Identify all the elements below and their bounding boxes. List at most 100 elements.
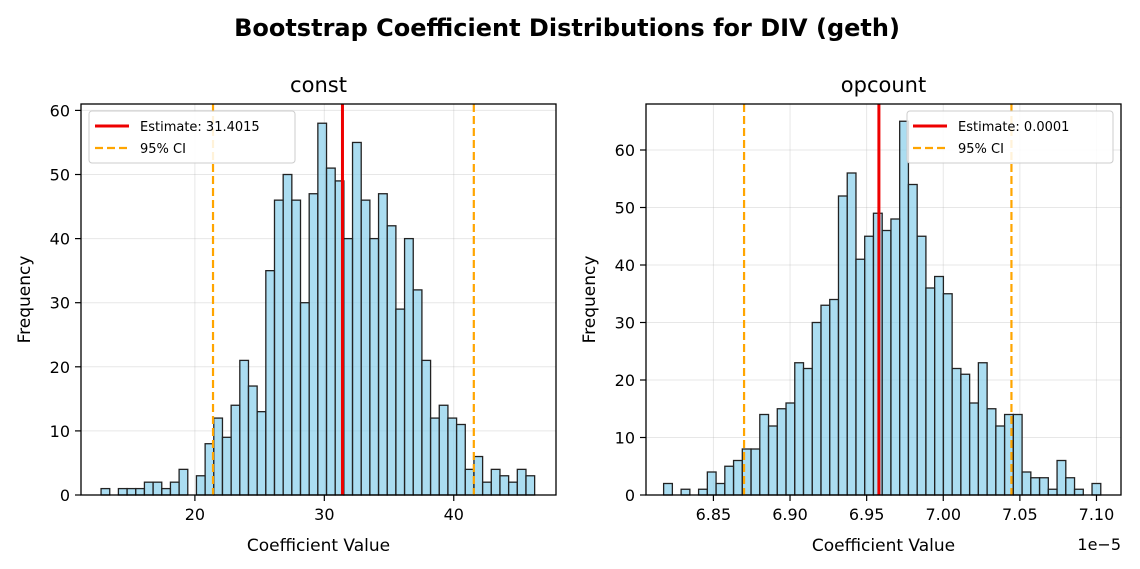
- histogram-bar: [360, 199, 371, 496]
- histogram-bar: [680, 488, 691, 496]
- histogram-bar: [455, 423, 466, 496]
- histogram-bar: [960, 373, 971, 496]
- histogram-bar: [1047, 488, 1058, 496]
- chart-const: 20 30 40 0 10 20 30 40 50 60 const Coefficient Valu…: [15, 73, 557, 556]
- histogram-bar: [846, 172, 857, 496]
- histogram-bar: [942, 293, 953, 496]
- histogram-bar: [256, 411, 267, 496]
- histogram-bar: [490, 468, 501, 496]
- histogram-bar: [759, 413, 770, 496]
- histogram-bar: [1038, 477, 1049, 496]
- histogram-bar: [1056, 459, 1067, 496]
- histogram-bar: [386, 225, 397, 496]
- histogram-bar: [890, 218, 901, 496]
- y-tick-label: 10: [50, 422, 70, 441]
- histogram-bar: [507, 481, 518, 496]
- legend-estimate-label: Estimate: 31.4015: [140, 120, 260, 135]
- histogram-bar: [213, 417, 224, 496]
- y-tick-label: 40: [50, 230, 70, 249]
- histogram-bar: [1021, 471, 1032, 496]
- legend: Estimate: 31.4015 95% CI: [88, 110, 296, 164]
- histogram-bar: [273, 199, 284, 496]
- histogram-bar: [429, 417, 440, 496]
- histogram-bar: [995, 425, 1006, 496]
- histogram-bar: [1030, 477, 1041, 496]
- histogram-bar: [161, 487, 172, 496]
- histogram-bar: [143, 481, 154, 496]
- histogram-bar: [369, 237, 380, 496]
- histogram-bar: [525, 475, 536, 496]
- legend-estimate-label: Estimate: 0.0001: [958, 120, 1069, 135]
- y-tick-label: 50: [615, 199, 635, 218]
- x-tick-label: 7.10: [1079, 505, 1115, 524]
- histogram-bar: [152, 481, 163, 496]
- x-tick-label: 6.85: [696, 505, 732, 524]
- histogram-bar: [724, 465, 735, 496]
- histogram-bar: [767, 425, 778, 496]
- x-axis-label: Coefficient Value: [812, 536, 955, 556]
- histogram-bar: [785, 402, 796, 496]
- histogram-bar: [421, 359, 432, 496]
- x-tick-label: 6.90: [772, 505, 808, 524]
- x-axis-label: Coefficient Value: [247, 536, 390, 556]
- histogram-bar: [820, 304, 831, 496]
- histogram-bar: [715, 482, 726, 496]
- figure-title: Bootstrap Coefficient Distributions for …: [234, 14, 900, 42]
- y-tick-label: 30: [50, 294, 70, 313]
- y-axis-label: Frequency: [15, 256, 35, 344]
- histogram-bar: [464, 468, 475, 496]
- histogram-bar: [925, 287, 936, 496]
- axes-frame: [645, 103, 1122, 496]
- histogram-bar: [178, 468, 189, 496]
- y-tick-label: 20: [615, 371, 635, 390]
- histogram-bar: [351, 141, 362, 496]
- legend-box: [906, 110, 1114, 164]
- axes-frame: [80, 103, 557, 496]
- histogram-bar: [343, 237, 354, 496]
- chart-opcount: 6.85 6.90 6.95 7.00 7.05 7.10 0 10 20 30 40 50 60 opc…: [580, 73, 1122, 556]
- histogram-bar: [291, 199, 302, 496]
- histogram-bar: [1012, 413, 1023, 496]
- histogram-bar: [1065, 477, 1076, 496]
- x-tick-label: 20: [185, 505, 205, 524]
- histogram-bar: [221, 436, 232, 496]
- histogram-bar: [1073, 488, 1084, 496]
- histogram-bar: [412, 289, 423, 496]
- histogram-bar: [473, 455, 484, 496]
- histogram-bar: [986, 408, 997, 496]
- histogram-bar: [195, 475, 206, 496]
- histogram-bar: [899, 120, 910, 496]
- histogram-bar: [907, 183, 918, 496]
- histogram-bar: [516, 468, 527, 496]
- histogram-bar: [855, 258, 866, 496]
- histogram-bar: [499, 475, 510, 496]
- histogram-bar: [662, 482, 674, 496]
- histogram-bar: [811, 321, 822, 496]
- legend-box: [88, 110, 296, 164]
- histogram-bar: [776, 408, 787, 496]
- histogram-bar: [977, 362, 988, 496]
- histogram-bar: [325, 167, 336, 496]
- histogram-bar: [951, 367, 962, 496]
- histogram-bar: [837, 195, 848, 496]
- axis-offset-label: 1e−5: [1077, 535, 1121, 554]
- y-tick-label: 0: [60, 486, 70, 505]
- histogram-bar: [481, 481, 492, 496]
- histogram-bar: [117, 487, 128, 496]
- legend: Estimate: 0.0001 95% CI: [906, 110, 1114, 164]
- x-tick-label: 6.95: [849, 505, 885, 524]
- x-tick-label: 40: [444, 505, 464, 524]
- histogram-bar: [126, 487, 137, 496]
- histogram-bar: [395, 308, 406, 496]
- x-tick-label: 30: [314, 505, 334, 524]
- histogram-bar: [447, 417, 458, 496]
- histogram-bar: [282, 173, 293, 496]
- histogram-bar: [968, 402, 980, 496]
- y-tick-label: 30: [615, 314, 635, 333]
- histogram-bar: [916, 235, 927, 496]
- histogram-bar: [934, 275, 945, 496]
- y-tick-label: 60: [50, 101, 70, 120]
- legend-ci-label: 95% CI: [958, 142, 1004, 157]
- axes-title: const: [290, 73, 347, 97]
